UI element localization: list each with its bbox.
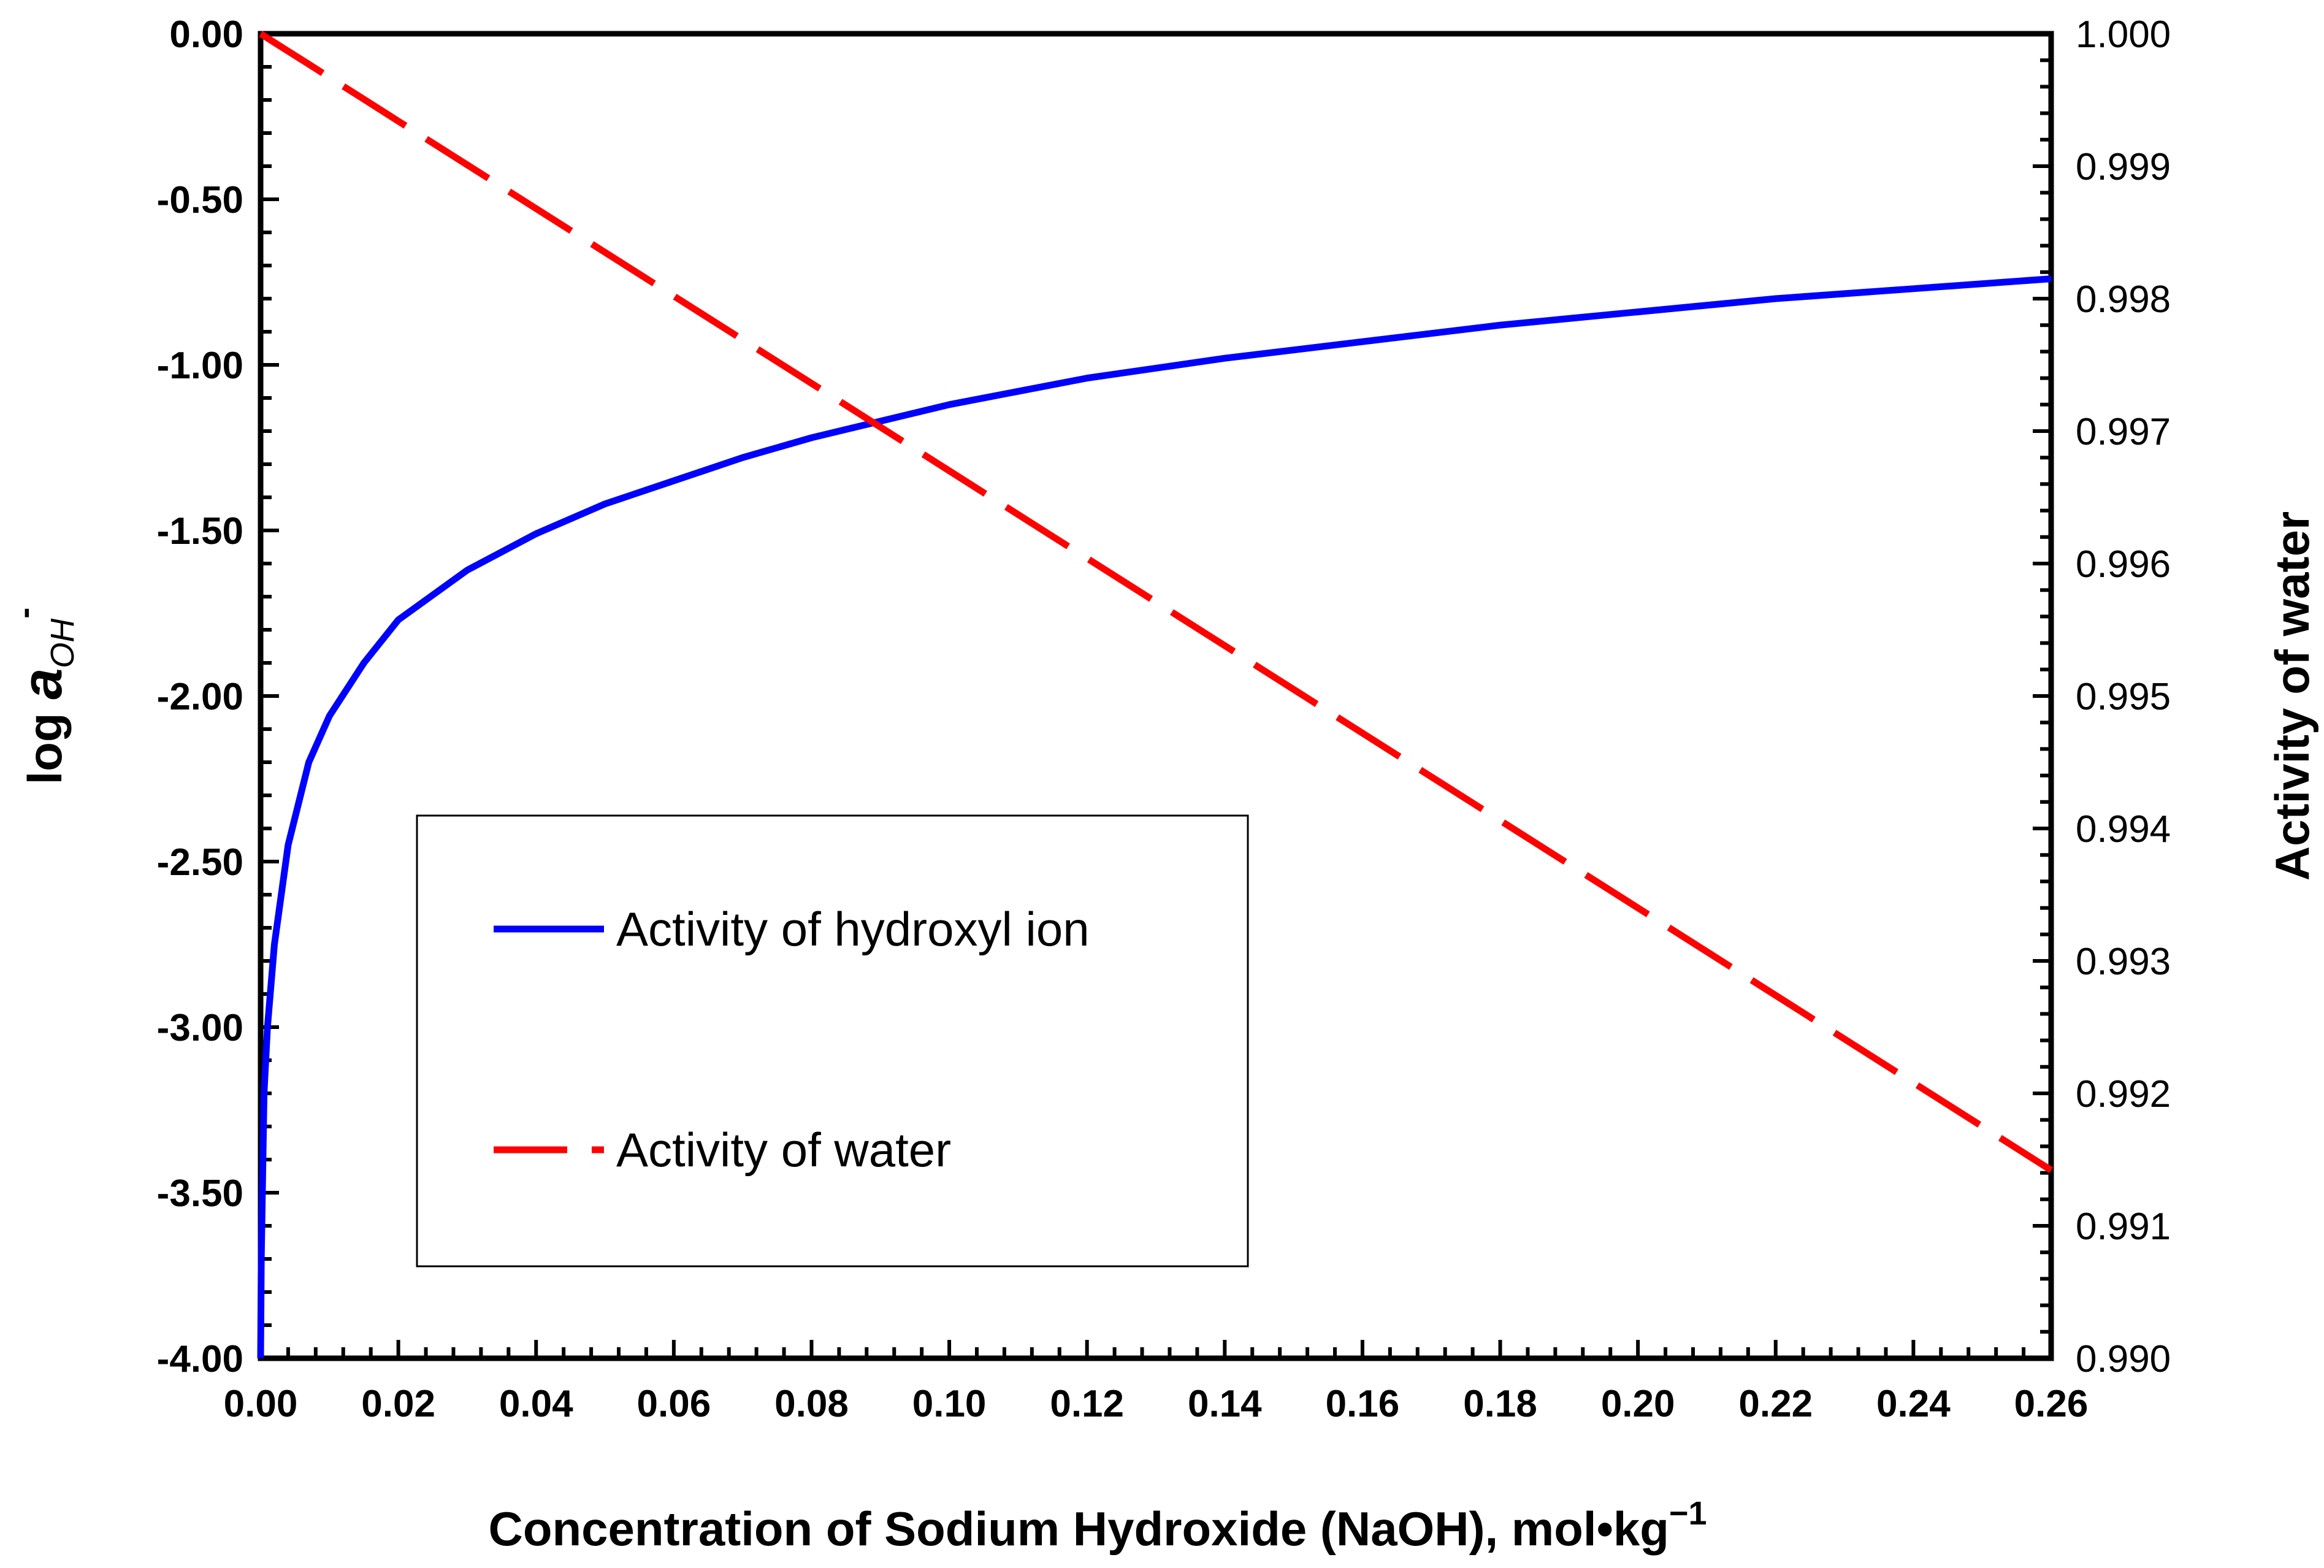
y-left-tick-label: 0.00 xyxy=(169,13,243,56)
y-right-tick-label: 0.999 xyxy=(2076,146,2171,188)
x-tick-label: 0.14 xyxy=(1188,1383,1262,1425)
y-left-tick-label: -2.00 xyxy=(157,676,243,718)
y-left-tick-label: -0.50 xyxy=(157,179,243,221)
series-layer xyxy=(257,31,2053,1359)
y-left-tick-label: -3.00 xyxy=(157,1007,243,1049)
y-right-tick-label: 0.998 xyxy=(2076,278,2171,321)
x-tick-label: 0.10 xyxy=(912,1383,987,1425)
x-tick-label: 0.22 xyxy=(1738,1383,1813,1425)
x-tick-label: 0.16 xyxy=(1326,1383,1400,1425)
y-right-tick-label: 1.000 xyxy=(2076,13,2171,56)
x-tick-label: 0.00 xyxy=(224,1383,298,1425)
x-axis-title: Concentration of Sodium Hydroxide (NaOH)… xyxy=(489,1495,1707,1556)
series-line-hydroxyl xyxy=(257,275,2052,1359)
y-left-tick-label: -1.00 xyxy=(157,345,243,387)
x-tick-label: 0.24 xyxy=(1876,1383,1951,1425)
y-right-tick-label: 0.995 xyxy=(2076,676,2171,718)
tick-labels-layer: 0.00 0.02 0.04 0.06 0.08 0.10 0.12 0.14 0.16 0.18… xyxy=(157,13,2171,1425)
x-tick-label: 0.18 xyxy=(1463,1383,1537,1425)
y-left-tick-label: -3.50 xyxy=(157,1172,243,1215)
x-tick-label: 0.08 xyxy=(774,1383,849,1425)
y-axis-left-title: log aOH- xyxy=(6,608,81,785)
y-left-tick-label: -4.00 xyxy=(157,1338,243,1380)
legend-label-hydroxyl: Activity of hydroxyl ion xyxy=(616,902,1090,956)
y-axis-right-title: Activity of water xyxy=(2265,511,2319,881)
x-tick-label: 0.20 xyxy=(1601,1383,1675,1425)
y-left-tick-label: -1.50 xyxy=(157,510,243,553)
x-tick-label: 0.12 xyxy=(1050,1383,1124,1425)
y-right-tick-label: 0.994 xyxy=(2076,808,2171,851)
y-left-tick-label: -2.50 xyxy=(157,841,243,884)
x-tick-label: 0.02 xyxy=(361,1383,435,1425)
legend-box xyxy=(416,814,1249,1268)
y-right-tick-label: 0.993 xyxy=(2076,941,2171,983)
y-right-tick-label: 0.997 xyxy=(2076,411,2171,453)
y-right-tick-label: 0.990 xyxy=(2076,1338,2171,1380)
legend-label-water: Activity of water xyxy=(616,1123,951,1177)
y-right-tick-label: 0.991 xyxy=(2076,1206,2171,1248)
x-tick-label: 0.06 xyxy=(637,1383,711,1425)
legend: Activity of hydroxyl ion Activity of wat… xyxy=(416,814,1249,1268)
x-tick-label: 0.26 xyxy=(2014,1383,2089,1425)
y-right-tick-label: 0.996 xyxy=(2076,543,2171,586)
series-line-water xyxy=(258,31,2053,1173)
y-right-tick-label: 0.992 xyxy=(2076,1073,2171,1115)
x-tick-label: 0.04 xyxy=(499,1383,573,1425)
plot-frame xyxy=(258,31,2054,1361)
